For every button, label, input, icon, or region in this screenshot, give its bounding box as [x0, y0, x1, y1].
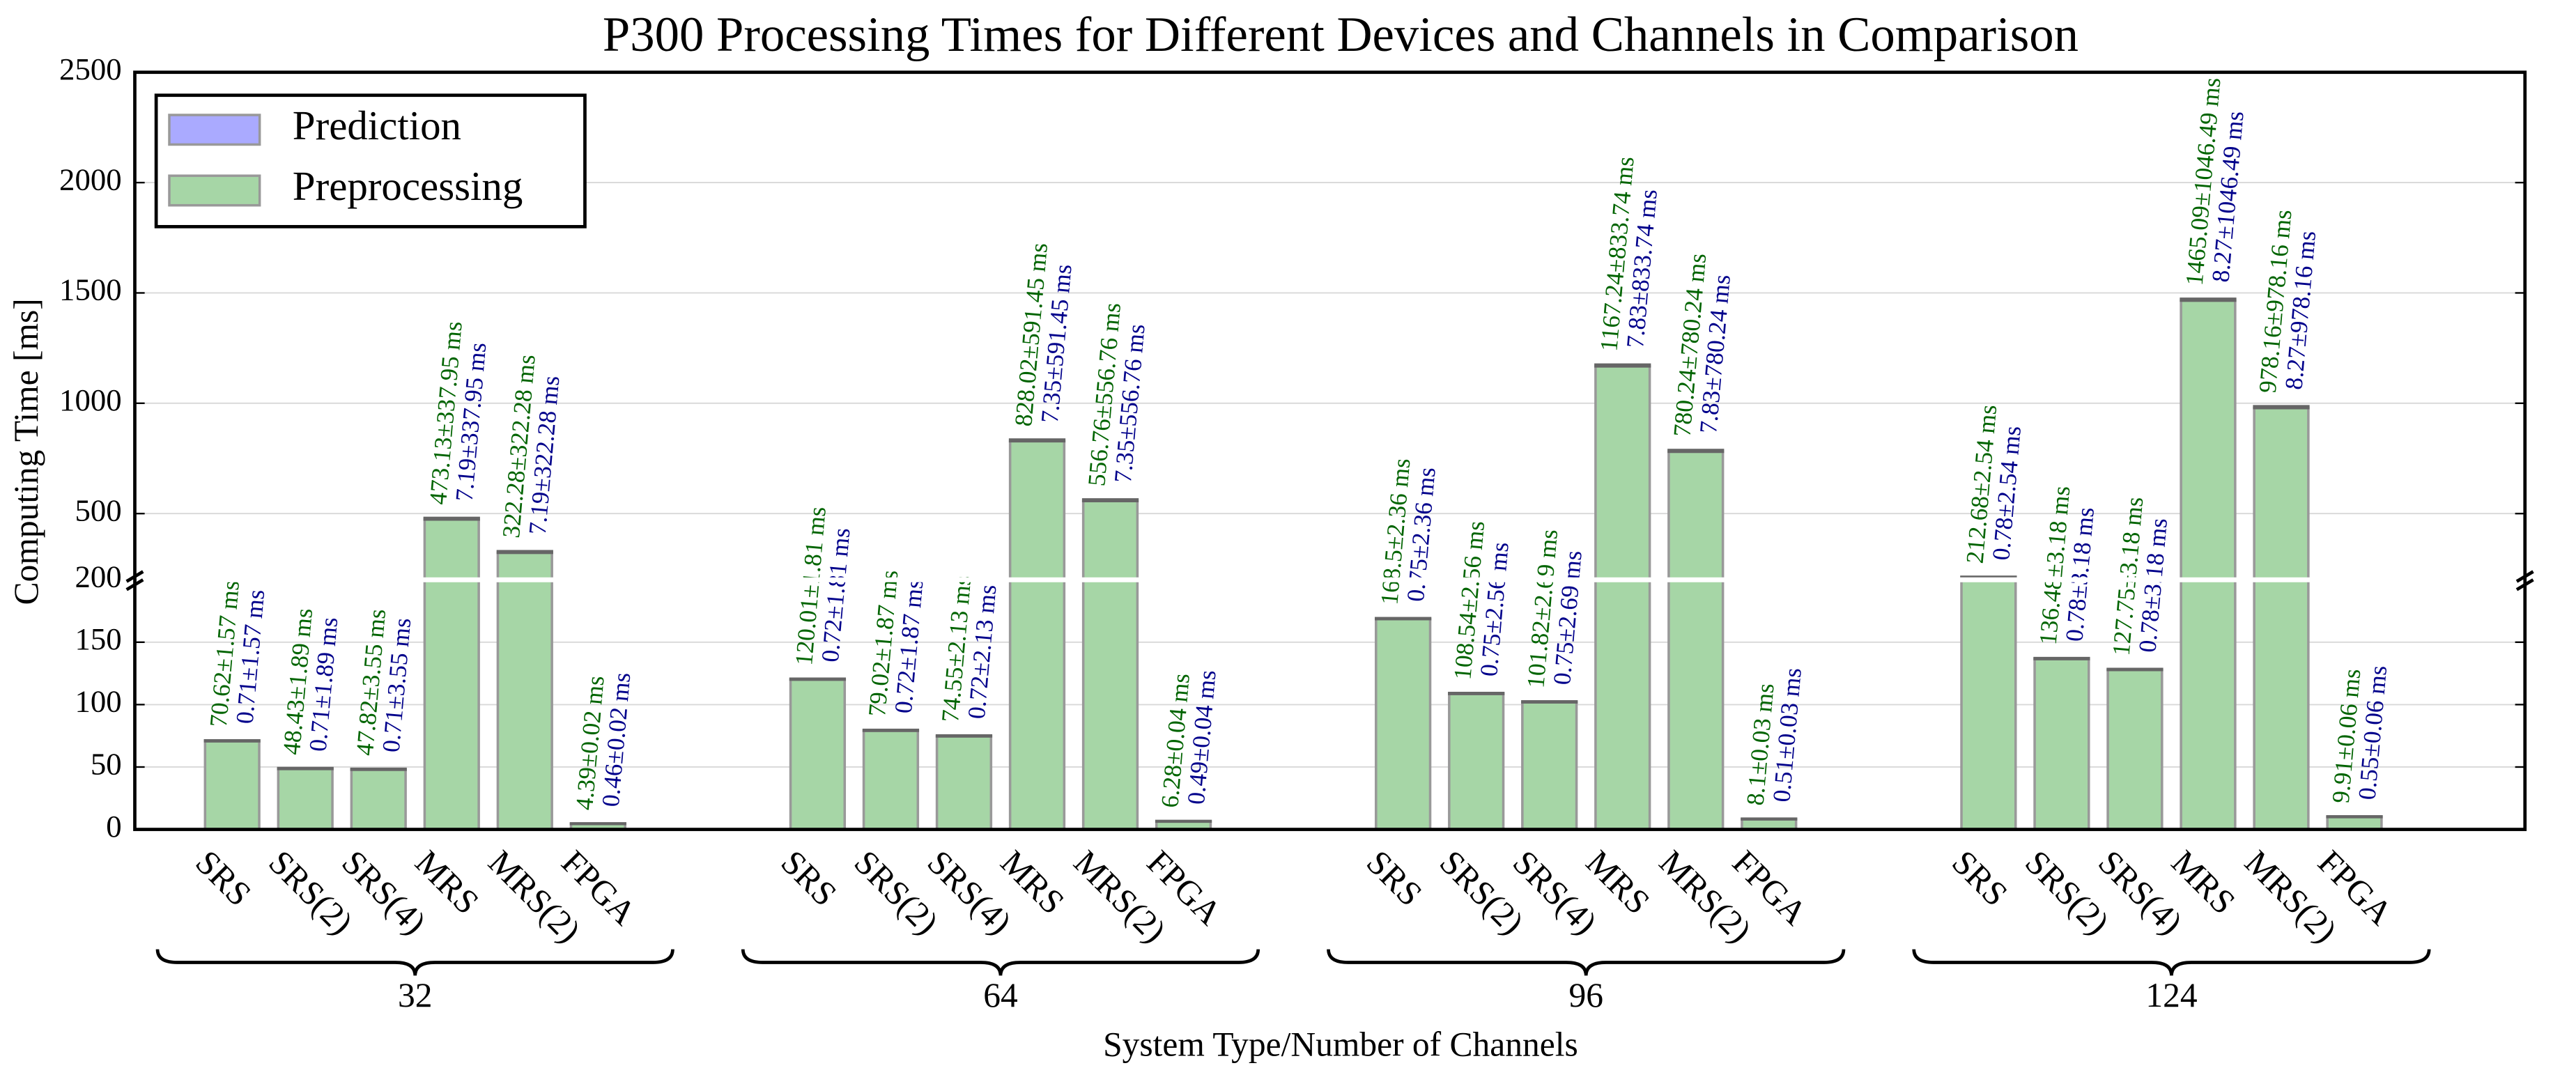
y-tick-label: 150 [75, 621, 121, 656]
legend-label: Prediction [293, 102, 461, 148]
y-tick-label: 2000 [59, 162, 122, 196]
bar [2253, 406, 2310, 831]
bar [1375, 617, 1432, 831]
bar [1448, 692, 1505, 831]
group-label: 64 [983, 976, 1018, 1014]
group-brace [1912, 949, 2431, 976]
bar [935, 735, 993, 831]
bar [1081, 500, 1139, 831]
y-tick-label: 1500 [59, 272, 122, 307]
bar [569, 822, 626, 826]
bar [1008, 438, 1066, 443]
bar [1667, 450, 1725, 831]
y-axis-label: Computing Time [ms] [7, 298, 45, 605]
group-label: 124 [2145, 976, 2197, 1014]
plot-frame [133, 70, 2527, 831]
group-brace [155, 949, 674, 976]
group-brace [1327, 949, 1846, 976]
bar [1594, 365, 1651, 831]
bar [789, 678, 847, 831]
bar [2033, 656, 2090, 660]
bar [1008, 440, 1066, 831]
bar [203, 740, 261, 831]
legend-label: Preprocessing [293, 163, 523, 209]
bar [1521, 701, 1578, 831]
bar [2326, 815, 2383, 819]
bar [1594, 363, 1651, 368]
bar [277, 768, 334, 831]
legend-swatch [168, 114, 261, 146]
bar [423, 516, 480, 521]
bar [350, 767, 407, 771]
bar [1667, 449, 1725, 454]
y-tick-label: 500 [75, 493, 121, 527]
bar [1081, 498, 1139, 502]
bar [2326, 816, 2383, 831]
bar [2180, 297, 2237, 302]
bar [2033, 658, 2090, 831]
bar [1448, 691, 1505, 695]
y-tick-label: 0 [106, 809, 121, 844]
bar [2180, 299, 2237, 831]
legend-swatch [168, 174, 261, 207]
y-tick-label: 1000 [59, 382, 122, 417]
bar [350, 768, 407, 831]
bar [862, 729, 920, 831]
y-tick-label: 50 [91, 746, 122, 781]
group-label: 96 [1568, 976, 1603, 1014]
bar [496, 550, 553, 555]
bar [423, 518, 480, 831]
bar [1375, 617, 1432, 621]
bar [2253, 405, 2310, 410]
bar [277, 766, 334, 771]
x-axis-label: System Type/Number of Channels [1103, 1025, 1578, 1063]
group-brace [741, 949, 1260, 976]
bar [1960, 575, 2017, 831]
y-tick-label: 2500 [59, 52, 122, 86]
y-tick-label: 100 [75, 684, 121, 719]
bar [862, 728, 920, 732]
chart-title: P300 Processing Times for Different Devi… [603, 8, 2078, 62]
bar [2106, 668, 2164, 831]
y-tick-label: 200 [75, 559, 121, 594]
group-label: 32 [398, 976, 433, 1014]
bar [496, 551, 553, 831]
